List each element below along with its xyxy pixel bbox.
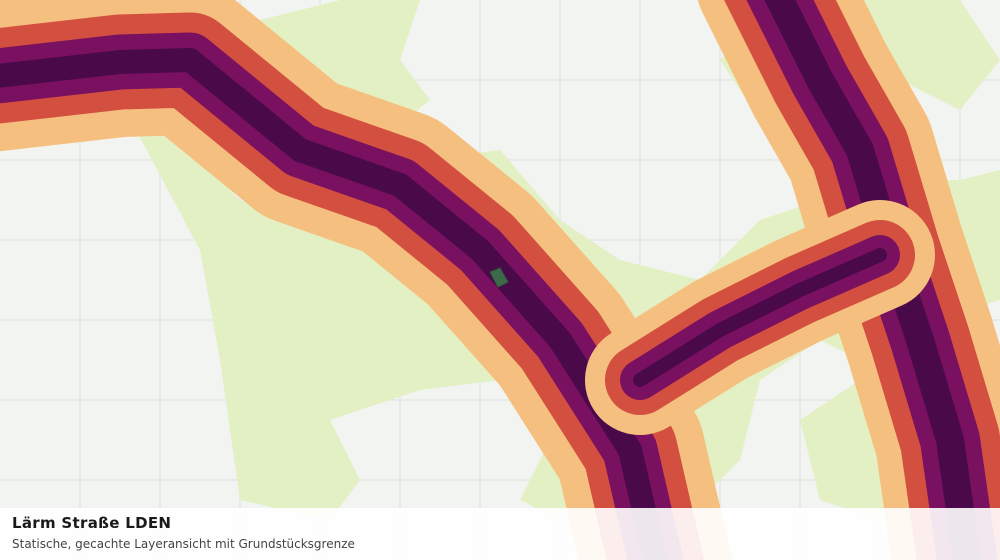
info-panel: Lärm Straße LDEN Statische, gecachte Lay… xyxy=(0,508,1000,560)
parcel-boundary xyxy=(489,267,509,288)
layer-subtitle: Statische, gecachte Layeransicht mit Gru… xyxy=(12,537,355,551)
layer-title: Lärm Straße LDEN xyxy=(12,514,172,532)
road-link xyxy=(585,200,935,435)
